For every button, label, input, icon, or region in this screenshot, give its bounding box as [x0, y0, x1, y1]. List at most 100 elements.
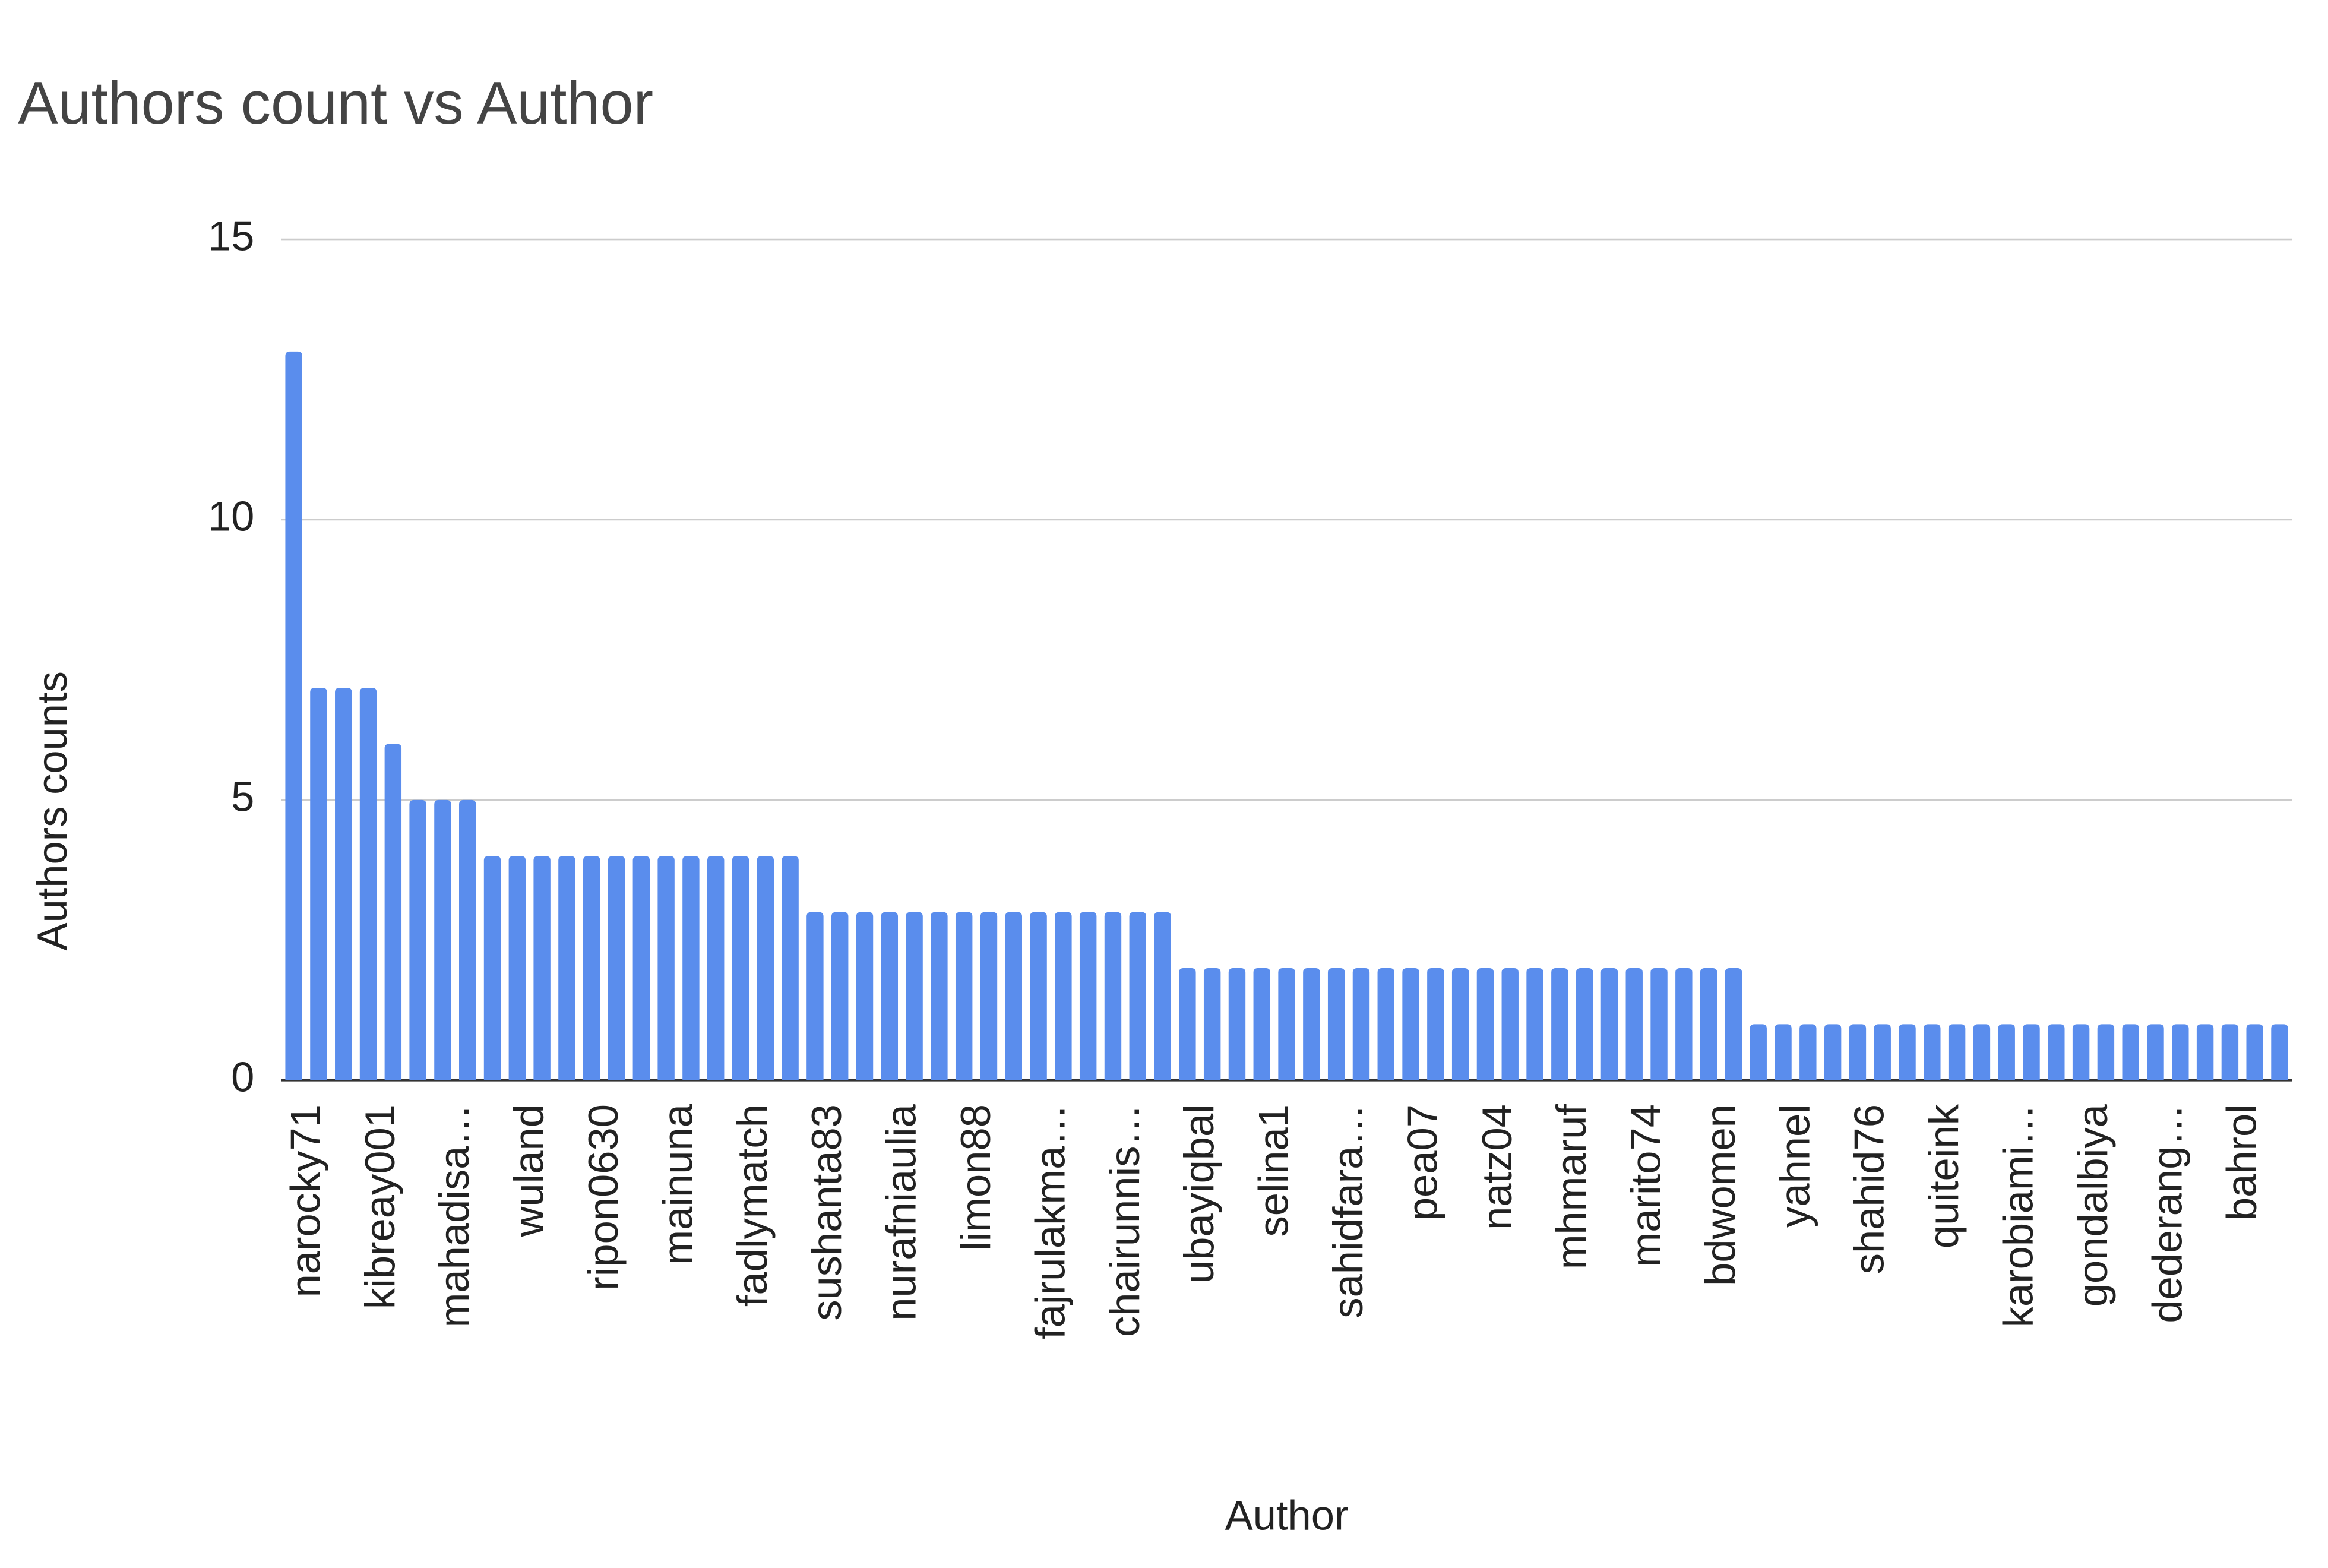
bar — [856, 912, 874, 1080]
bar — [2271, 1024, 2288, 1080]
bar — [707, 856, 725, 1080]
bar — [1352, 968, 1370, 1080]
bar — [285, 351, 302, 1080]
x-tick-label: nurafniaulia — [878, 1104, 925, 1320]
bar — [1973, 1024, 1991, 1080]
bar — [1154, 912, 1171, 1080]
x-tick-label: sahidfara… — [1324, 1104, 1371, 1319]
bar — [1030, 912, 1047, 1080]
bar — [732, 856, 749, 1080]
bar — [1824, 1024, 1842, 1080]
bar — [384, 744, 402, 1080]
x-tick-label: shahid76 — [1846, 1104, 1893, 1274]
bar — [980, 912, 998, 1080]
bar — [1526, 968, 1543, 1080]
bar — [2072, 1024, 2090, 1080]
bar — [1576, 968, 1593, 1080]
x-tick-label: mhmaruf — [1548, 1104, 1595, 1270]
x-tick-label: sushanta83 — [803, 1104, 850, 1321]
bar — [1600, 968, 1618, 1080]
bar — [1700, 968, 1717, 1080]
bar — [1675, 968, 1693, 1080]
y-tick-label: 5 — [231, 773, 254, 820]
bar — [757, 856, 774, 1080]
bar — [483, 856, 501, 1080]
x-tick-label: selina1 — [1250, 1104, 1297, 1237]
x-tick-label: gondalbiya — [2069, 1104, 2116, 1307]
bar — [2172, 1024, 2189, 1080]
bar — [2023, 1024, 2040, 1080]
bar — [608, 856, 625, 1080]
bar — [1303, 968, 1320, 1080]
x-tick-label: natz04 — [1473, 1104, 1520, 1230]
bar — [335, 688, 352, 1080]
bar — [955, 912, 973, 1080]
x-tick-label: kibreay001 — [356, 1104, 403, 1309]
x-tick-label: yahnel — [1771, 1104, 1818, 1228]
x-tick-label: fajrulakma… — [1026, 1104, 1073, 1339]
bar — [1253, 968, 1270, 1080]
chart-title: Authors count vs Author — [18, 70, 653, 137]
bar — [1228, 968, 1246, 1080]
bar — [1899, 1024, 1916, 1080]
bar — [1129, 912, 1146, 1080]
bar — [881, 912, 899, 1080]
x-tick-label: mainuna — [654, 1104, 701, 1264]
bar — [1775, 1024, 1792, 1080]
bar — [831, 912, 849, 1080]
bar — [1427, 968, 1444, 1080]
bar — [1650, 968, 1668, 1080]
bar — [1402, 968, 1419, 1080]
bar — [533, 856, 551, 1080]
bar — [1377, 968, 1394, 1080]
x-tick-label: quiteink — [1920, 1104, 1967, 1248]
bar — [2221, 1024, 2239, 1080]
bar — [1451, 968, 1469, 1080]
bar — [782, 856, 799, 1080]
bar — [310, 688, 327, 1080]
bar — [1625, 968, 1643, 1080]
bar — [2147, 1024, 2164, 1080]
x-tick-label: chairunnis… — [1101, 1104, 1148, 1337]
bar — [2196, 1024, 2214, 1080]
bar — [1327, 968, 1345, 1080]
bar — [2048, 1024, 2065, 1080]
bar — [1104, 912, 1122, 1080]
bar — [1551, 968, 1568, 1080]
bar — [508, 856, 526, 1080]
y-tick-label: 0 — [231, 1053, 254, 1100]
bar — [1278, 968, 1295, 1080]
bar — [1874, 1024, 1891, 1080]
x-tick-label: limon88 — [952, 1104, 999, 1251]
bar — [2122, 1024, 2139, 1080]
bar — [583, 856, 600, 1080]
x-tick-label: wuland — [505, 1104, 552, 1237]
bar — [806, 912, 824, 1080]
bar — [359, 688, 377, 1080]
bar — [1849, 1024, 1867, 1080]
x-tick-label: bdwomen — [1697, 1104, 1744, 1286]
bar — [906, 912, 923, 1080]
bar — [1203, 968, 1221, 1080]
x-tick-label: pea07 — [1399, 1104, 1445, 1221]
y-tick-label: 15 — [208, 213, 254, 260]
bar — [1998, 1024, 2015, 1080]
bar — [1179, 968, 1196, 1080]
x-tick-label: ripon0630 — [580, 1104, 627, 1291]
x-tick-label: narocky71 — [281, 1104, 328, 1297]
bar — [1750, 1024, 1767, 1080]
x-axis-label: Author — [1225, 1491, 1349, 1538]
bar — [1476, 968, 1494, 1080]
bar — [1725, 968, 1742, 1080]
x-tick-label: bahrol — [2218, 1104, 2265, 1221]
bar — [1055, 912, 1072, 1080]
bar — [1005, 912, 1022, 1080]
x-tick-label: mahadisa… — [431, 1104, 477, 1327]
x-tick-label: marito74 — [1622, 1104, 1669, 1267]
bar — [409, 799, 426, 1080]
bar — [657, 856, 675, 1080]
bar — [931, 912, 948, 1080]
bar — [1079, 912, 1097, 1080]
